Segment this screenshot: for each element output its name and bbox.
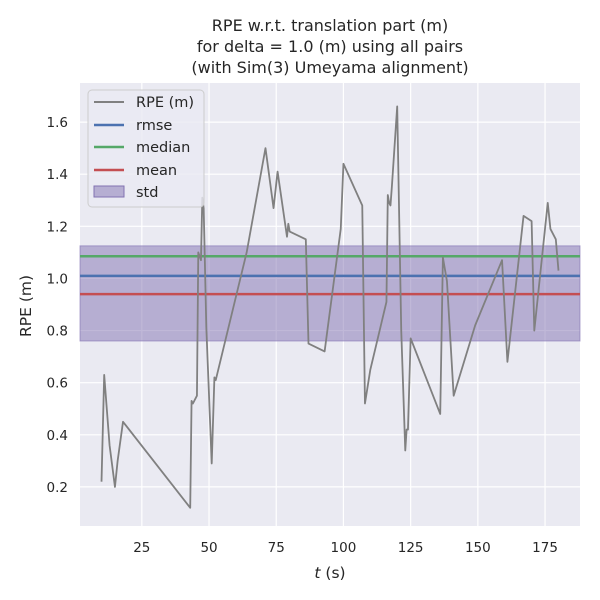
x-tick-label: 50	[200, 540, 217, 556]
x-tick-label: 75	[268, 540, 285, 556]
chart-title-line-2: for delta = 1.0 (m) using all pairs	[197, 37, 463, 56]
legend-label-rmse: rmse	[136, 118, 172, 134]
x-tick-label: 125	[398, 540, 424, 556]
legend-label-mean: mean	[136, 163, 177, 179]
y-tick-label: 0.8	[47, 324, 68, 340]
x-tick-label: 25	[133, 540, 150, 556]
y-tick-label: 0.2	[47, 480, 68, 496]
x-axis-label-var: t	[314, 564, 321, 582]
legend-label-std: std	[136, 185, 158, 201]
legend-swatch-std	[93, 185, 125, 198]
y-tick-label: 1.0	[47, 271, 68, 287]
x-tick-label: 175	[532, 540, 558, 556]
x-tick-label: 100	[331, 540, 357, 556]
x-axis-label-unit: (s)	[320, 564, 345, 582]
y-tick-label: 0.6	[47, 376, 68, 392]
legend: RPE (m) rmse median mean std	[87, 89, 205, 208]
y-tick-label: 0.4	[47, 428, 68, 444]
legend-label-rpe: RPE (m)	[136, 95, 194, 111]
chart-title-line-3: (with Sim(3) Umeyama alignment)	[191, 58, 468, 77]
tick-labels: 25 50 75 100 125 150 175 0.2 0.4 0.6 0.8 1.0 1.2 1.4 1…	[47, 115, 558, 556]
y-axis-label: RPE (m)	[17, 275, 35, 337]
y-tick-label: 1.4	[47, 167, 68, 183]
legend-box	[87, 89, 205, 208]
legend-label-median: median	[136, 140, 190, 156]
y-tick-label: 1.2	[47, 219, 68, 235]
chart-title-line-1: RPE w.r.t. translation part (m)	[212, 16, 448, 35]
rpe-series-line	[100, 105, 560, 509]
y-tick-label: 1.6	[47, 115, 68, 131]
x-tick-label: 150	[465, 540, 491, 556]
x-axis-label: t (s)	[314, 564, 345, 582]
